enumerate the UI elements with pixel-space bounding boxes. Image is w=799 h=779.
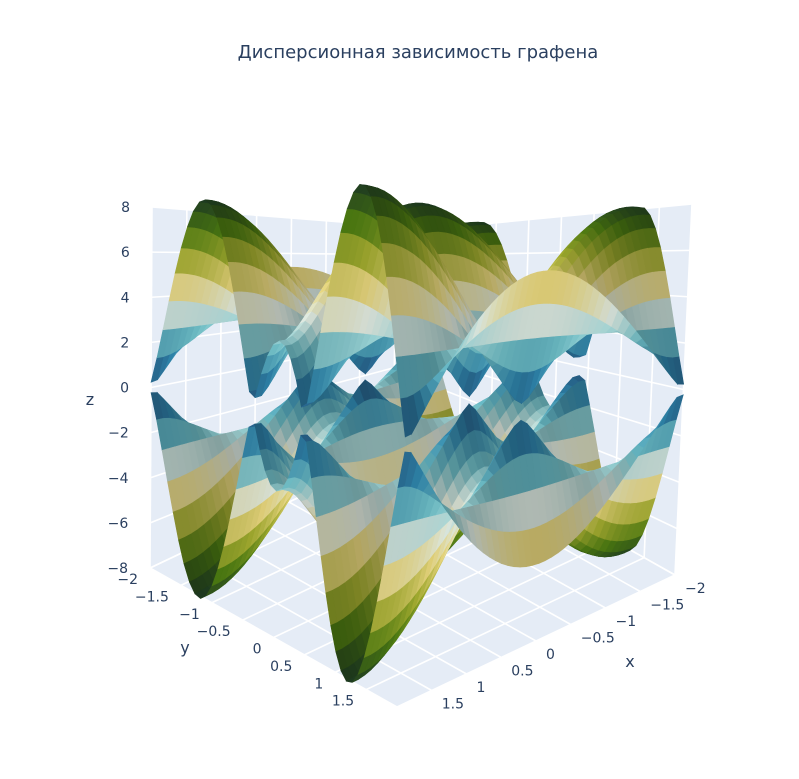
y-axis-label: y xyxy=(180,638,189,657)
x-tick-label: 0.5 xyxy=(511,664,533,680)
x-tick-label: −0.5 xyxy=(581,631,615,647)
y-tick-label: 1 xyxy=(314,676,323,692)
x-axis-label: x xyxy=(625,652,634,671)
z-tick-label: −8 xyxy=(107,561,128,577)
y-tick-label: −1.5 xyxy=(135,589,169,605)
y-tick-label: −0.5 xyxy=(197,624,231,640)
y-tick-label: −2 xyxy=(117,572,138,588)
z-tick-label: −6 xyxy=(108,516,129,532)
z-axis-ticks: 8 6 4 2 0 −2 −4 −6 −8 xyxy=(107,200,130,577)
y-tick-label: −1 xyxy=(179,607,200,623)
x-tick-label: 1 xyxy=(477,680,486,696)
grid-line-x xyxy=(149,567,398,708)
z-axis-label: z xyxy=(86,390,94,409)
x-tick-label: 0 xyxy=(546,647,555,663)
surface-layer[interactable] xyxy=(150,184,685,683)
y-tick-label: 0.5 xyxy=(270,659,292,675)
z-tick-label: 0 xyxy=(120,381,129,397)
z-tick-label: 2 xyxy=(120,335,129,351)
z-tick-label: −2 xyxy=(108,426,129,442)
x-tick-label: −1.5 xyxy=(650,598,684,614)
y-axis-ticks: −2−1.5 −1−0.5 0 0.5 1 1.5 xyxy=(117,572,354,710)
grid-line-y xyxy=(396,574,676,708)
x-tick-label: −1 xyxy=(616,614,637,630)
grid-line-y xyxy=(674,203,693,576)
y-tick-label: 0 xyxy=(253,642,262,658)
z-tick-label: 4 xyxy=(121,290,130,306)
x-tick-label: −2 xyxy=(685,581,706,597)
grid-line-x xyxy=(149,206,153,569)
z-tick-label: 8 xyxy=(121,200,130,216)
grid-line-y xyxy=(365,556,645,691)
chart-title: Дисперсионная зависимость графена xyxy=(238,42,599,63)
x-axis-ticks: −2−1.5 −1−0.5 0 0.5 1 1.5 xyxy=(442,581,706,713)
surface-cell xyxy=(397,451,412,488)
surface-cell xyxy=(400,397,412,438)
z-tick-label: 6 xyxy=(121,245,130,261)
y-tick-label: 1.5 xyxy=(332,694,354,710)
z-tick-label: −4 xyxy=(108,471,129,487)
x-tick-label: 1.5 xyxy=(442,697,464,713)
